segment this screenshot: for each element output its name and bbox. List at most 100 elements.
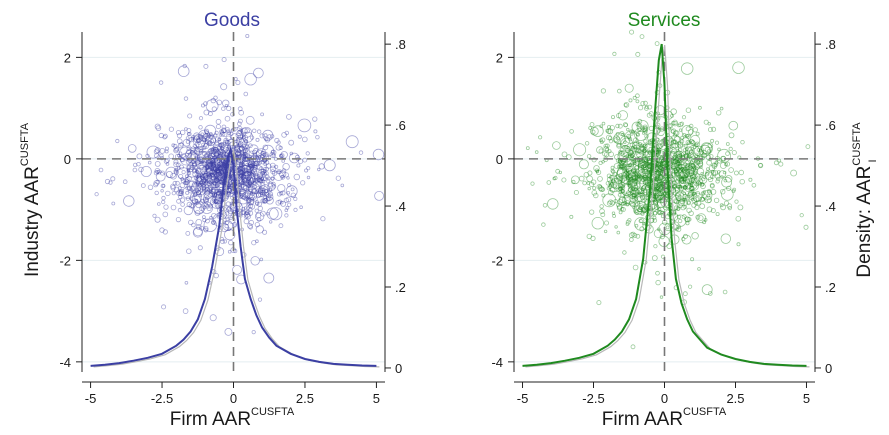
- scatter-point: [214, 183, 220, 189]
- scatter-point: [672, 133, 678, 138]
- scatter-point: [633, 200, 648, 215]
- scatter-point: [242, 154, 247, 159]
- scatter-point: [213, 133, 218, 138]
- scatter-point: [184, 180, 189, 185]
- scatter-point: [642, 143, 648, 149]
- scatter-point: [657, 207, 662, 212]
- scatter-point: [184, 176, 190, 182]
- scatter-point: [191, 195, 201, 205]
- scatter-point: [216, 164, 223, 171]
- scatter-point: [198, 129, 211, 142]
- scatter-point: [663, 179, 668, 184]
- scatter-point: [177, 153, 181, 158]
- scatter-point: [212, 166, 218, 171]
- scatter-point: [212, 146, 218, 152]
- scatter-point: [213, 156, 224, 168]
- scatter-point: [244, 181, 250, 186]
- scatter-point: [209, 172, 215, 177]
- scatter-point: [253, 165, 258, 170]
- scatter-point: [608, 180, 614, 186]
- scatter-point: [280, 190, 286, 196]
- scatter-point: [211, 220, 216, 225]
- scatter-point: [218, 166, 224, 172]
- scatter-point: [158, 132, 164, 139]
- scatter-point: [251, 186, 256, 191]
- scatter-point: [203, 172, 213, 182]
- scatter-point: [248, 207, 253, 212]
- scatter-point: [695, 196, 702, 202]
- scatter-point: [203, 63, 209, 69]
- scatter-point: [242, 131, 254, 143]
- scatter-point: [561, 151, 568, 158]
- scatter-point: [243, 91, 249, 97]
- scatter-point: [685, 221, 690, 226]
- scatter-point: [612, 171, 618, 177]
- scatter-point: [220, 164, 224, 169]
- scatter-point: [195, 185, 201, 192]
- scatter-point: [140, 183, 146, 189]
- scatter-point: [228, 239, 234, 246]
- scatter-point: [220, 143, 225, 148]
- scatter-point: [249, 172, 255, 178]
- scatter-point: [607, 128, 614, 135]
- scatter-point: [627, 173, 633, 179]
- scatter-point: [676, 206, 681, 211]
- scatter-point: [170, 204, 177, 211]
- scatter-point: [603, 229, 608, 234]
- scatter-point: [707, 142, 714, 149]
- scatter-point: [192, 171, 199, 178]
- scatter-point: [269, 207, 283, 221]
- scatter-point: [214, 178, 220, 184]
- scatter-point: [255, 155, 260, 160]
- y2-tick-label: .4: [395, 199, 406, 214]
- scatter-point: [249, 194, 255, 200]
- x-axis-label-main: Firm AAR: [602, 409, 683, 430]
- scatter-point: [203, 218, 218, 232]
- scatter-point: [655, 162, 662, 168]
- scatter-point: [688, 194, 694, 200]
- scatter-point: [589, 181, 595, 187]
- scatter-point: [627, 182, 634, 189]
- scatter-point: [219, 153, 223, 157]
- scatter-point: [211, 106, 217, 112]
- scatter-point: [607, 125, 612, 130]
- scatter-point: [194, 146, 204, 156]
- scatter-point: [634, 127, 648, 141]
- scatter-point: [686, 141, 691, 145]
- scatter-point: [226, 145, 231, 149]
- scatter-point: [622, 165, 627, 171]
- scatter-point: [716, 157, 723, 164]
- scatter-point: [635, 168, 640, 173]
- scatter-point: [570, 175, 580, 185]
- scatter-point: [251, 329, 256, 335]
- scatter-point: [642, 131, 646, 135]
- scatter-point: [219, 142, 224, 147]
- scatter-point: [706, 159, 712, 166]
- scatter-point: [267, 134, 272, 139]
- scatter-point: [695, 214, 701, 220]
- scatter-point: [244, 72, 257, 86]
- scatter-point: [210, 212, 217, 219]
- scatter-point: [235, 132, 241, 139]
- scatter-point: [268, 188, 273, 192]
- scatter-point: [207, 111, 213, 117]
- scatter-point: [254, 174, 261, 180]
- scatter-point: [627, 137, 633, 142]
- scatter-point: [219, 143, 224, 148]
- scatter-point: [613, 132, 626, 145]
- scatter-point: [637, 206, 643, 213]
- scatter-point: [571, 179, 576, 185]
- scatter-point: [285, 196, 292, 203]
- scatter-point: [687, 192, 693, 198]
- scatter-point: [213, 168, 220, 175]
- scatter-point: [219, 162, 225, 168]
- scatter-point: [679, 121, 685, 126]
- scatter-point: [203, 153, 209, 159]
- scatter-point: [219, 173, 224, 177]
- scatter-point: [173, 168, 178, 174]
- scatter-point: [185, 185, 191, 191]
- scatter-point: [313, 129, 318, 134]
- scatter-point: [189, 150, 194, 155]
- scatter-point: [246, 165, 252, 171]
- scatter-point: [589, 122, 595, 127]
